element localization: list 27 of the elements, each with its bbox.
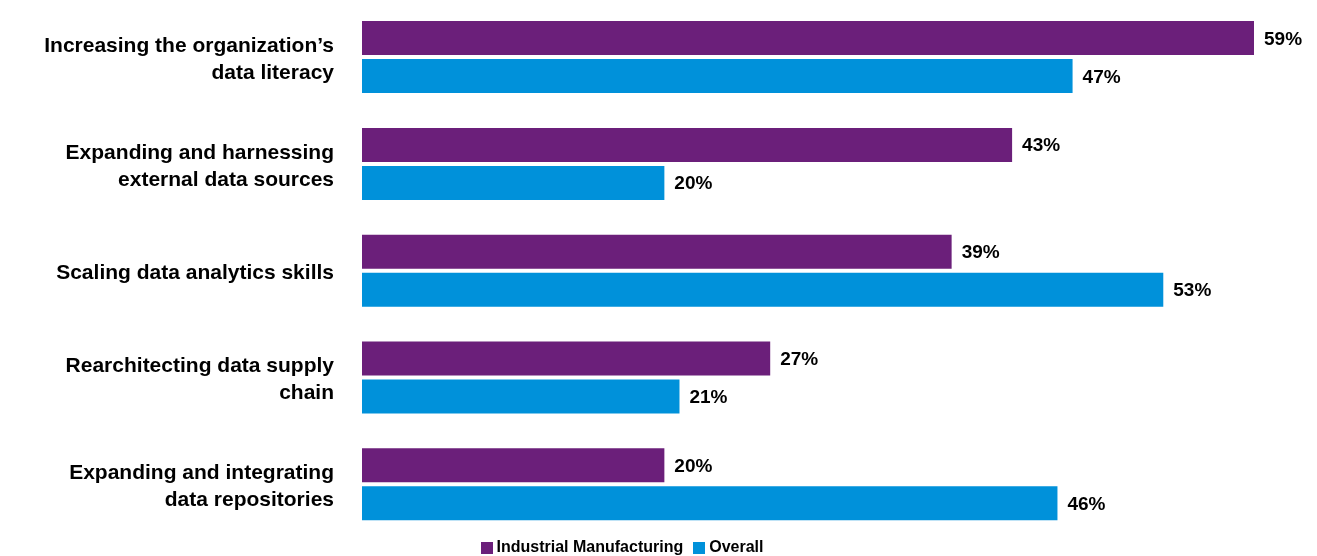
bar (362, 341, 771, 376)
data-label: 43% (1022, 134, 1061, 156)
bar (362, 127, 1013, 162)
data-label: 47% (1082, 65, 1121, 87)
legend-label: Overall (709, 538, 764, 555)
y-tick-label: Expanding and harnessing external data sources (65, 139, 334, 190)
bar (362, 234, 952, 269)
bar (362, 165, 665, 200)
data-label: 39% (961, 241, 1000, 263)
data-label: 21% (689, 385, 728, 407)
bar (362, 379, 680, 414)
data-label: 46% (1067, 492, 1106, 514)
y-tick-label: Scaling data analytics skills (56, 259, 334, 283)
bar (362, 486, 1058, 521)
y-tick-label: Increasing the organization’s data literacy (44, 32, 335, 83)
y-tick-label: Expanding and integrating data repositories (69, 459, 334, 510)
bar (362, 59, 1073, 94)
bar (362, 272, 1164, 307)
data-label: 27% (780, 347, 819, 369)
y-tick-label: Rearchitecting data supply chain (65, 352, 335, 403)
data-label: 20% (674, 172, 713, 194)
data-label: 59% (1264, 27, 1303, 49)
bar (362, 448, 665, 483)
data-label: 20% (674, 454, 713, 476)
data-label: 53% (1173, 279, 1212, 301)
bar (362, 21, 1254, 56)
legend-label: Industrial Manufacturing (496, 538, 684, 555)
